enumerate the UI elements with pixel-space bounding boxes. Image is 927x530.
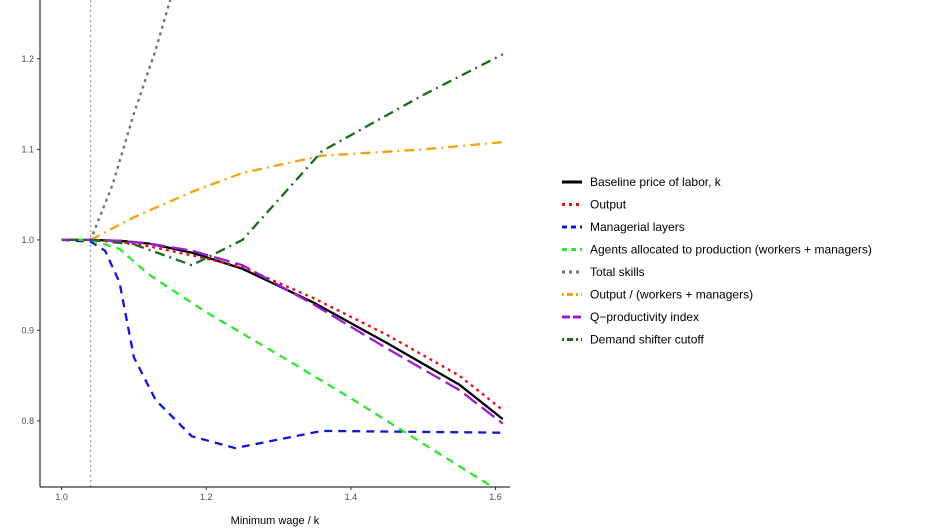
series-line-7 bbox=[61, 238, 504, 425]
series-line-6 bbox=[61, 140, 503, 242]
y-tick-label: 0.9 bbox=[21, 325, 34, 335]
legend-item: Total skills bbox=[562, 265, 645, 279]
series-line-4 bbox=[61, 238, 495, 487]
x-tick-label: 1.4 bbox=[345, 492, 358, 502]
legend-label: Demand shifter cutoff bbox=[590, 333, 705, 347]
x-tick-label: 1.0 bbox=[55, 492, 68, 502]
axes: 0.8 0.9 1.0 1.1 1.2 1.0 1.2 1.4 1.6 bbox=[21, 0, 510, 502]
legend-label: Agents allocated to production (workers … bbox=[590, 243, 872, 257]
legend-item: Baseline price of labor, k bbox=[562, 175, 722, 189]
legend-item: Output / (workers + managers) bbox=[562, 288, 753, 302]
legend-label: Output bbox=[590, 198, 627, 212]
x-axis-title: Minimum wage / k bbox=[231, 515, 320, 527]
legend-item: Output bbox=[562, 198, 627, 212]
series-line-5 bbox=[61, 0, 172, 242]
y-tick-label: 0.8 bbox=[21, 416, 34, 426]
series-line-8 bbox=[61, 53, 504, 267]
legend-label: Output / (workers + managers) bbox=[590, 288, 753, 302]
legend-item: Agents allocated to production (workers … bbox=[562, 243, 872, 257]
legend-label: Total skills bbox=[590, 265, 645, 279]
legend-label: Baseline price of labor, k bbox=[590, 175, 722, 189]
legend-label: Managerial layers bbox=[590, 220, 685, 234]
series-line-3 bbox=[61, 238, 503, 450]
legend-item: Demand shifter cutoff bbox=[562, 333, 705, 347]
series-line-2 bbox=[61, 238, 504, 412]
x-tick-label: 1.2 bbox=[200, 492, 213, 502]
x-tick-label: 1.6 bbox=[489, 492, 502, 502]
legend-item: Managerial layers bbox=[562, 220, 685, 234]
legend-label: Q−productivity index bbox=[590, 310, 699, 324]
y-tick-label: 1.0 bbox=[21, 235, 34, 245]
legend-item: Q−productivity index bbox=[562, 310, 699, 324]
y-tick-label: 1.2 bbox=[21, 54, 34, 64]
legend: Baseline price of labor, k Output Manageri… bbox=[562, 175, 872, 347]
y-tick-label: 1.1 bbox=[21, 144, 34, 154]
series-layer bbox=[61, 0, 504, 487]
